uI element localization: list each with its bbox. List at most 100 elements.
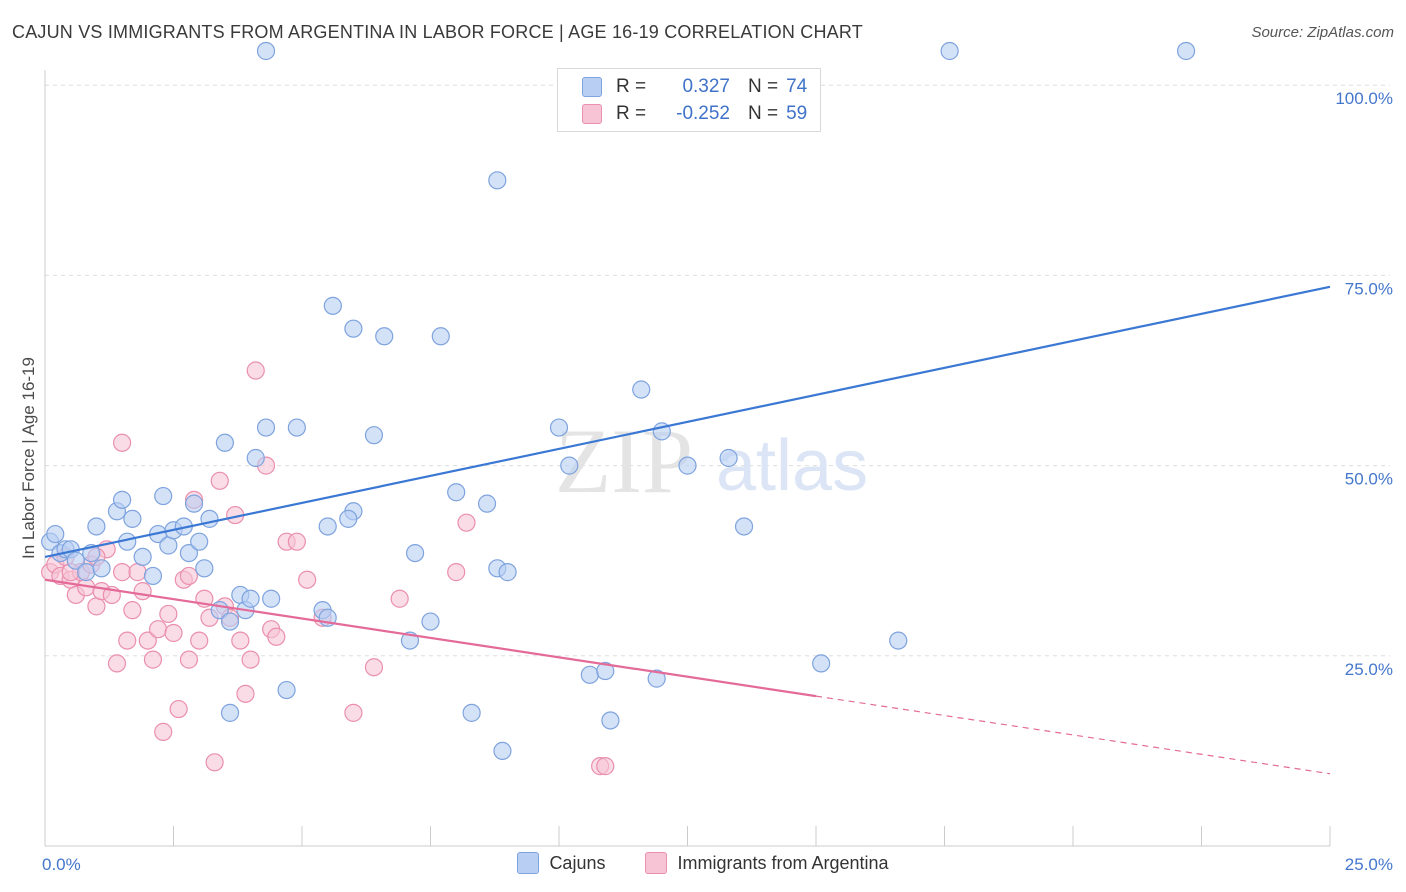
- cajun-point-18: [159, 536, 178, 555]
- cajun-point-52: [462, 703, 481, 722]
- legend-row-cajuns: R = 0.327 N = 74: [582, 74, 807, 100]
- argentina-point-33: [210, 471, 229, 490]
- cajun-point-72: [940, 41, 959, 61]
- cajun-point-53: [477, 494, 497, 513]
- argentina-point-43: [267, 627, 286, 646]
- series-cajuns: [41, 41, 1196, 761]
- argentina-point-54: [596, 757, 615, 776]
- cajun-point-34: [262, 589, 281, 608]
- argentina-point-49: [364, 658, 384, 677]
- cajun-point-50: [431, 327, 450, 346]
- legend-r-label: R =: [616, 103, 647, 124]
- argentina-point-9: [87, 597, 106, 616]
- argentina-point-37: [231, 631, 250, 650]
- legend-n-value: 74: [786, 76, 808, 97]
- watermark-zip: ZIP: [555, 410, 693, 512]
- legend-n-label: N =: [748, 76, 779, 97]
- cajun-point-44: [344, 319, 363, 338]
- cajun-point-32: [246, 448, 265, 468]
- cajun-point-31: [241, 589, 260, 608]
- legend-swatch-blue: [582, 77, 602, 97]
- cajun-point-13: [123, 509, 142, 528]
- cajun-point-43: [339, 509, 358, 528]
- cajun-point-48: [405, 543, 425, 563]
- legend-swatch-cajuns: [517, 852, 540, 874]
- y-tick-label-2: 75.0%: [1345, 279, 1393, 298]
- y-axis-label: In Labor Force | Age 16-19: [19, 357, 38, 559]
- cajun-point-6: [77, 563, 96, 582]
- cajun-point-23: [190, 532, 209, 551]
- cajun-point-41: [323, 296, 342, 315]
- argentina-point-48: [344, 703, 363, 722]
- cajun-point-5: [66, 551, 85, 570]
- argentina-point-52: [457, 513, 476, 532]
- argentina-point-24: [164, 623, 183, 643]
- argentina-point-32: [205, 753, 224, 772]
- argentina-point-16: [123, 601, 142, 620]
- cajun-trend-line: [44, 285, 1331, 558]
- cajun-point-67: [734, 517, 754, 536]
- correlation-legend: R = 0.327 N = 74 R = -0.252 N = 59: [557, 68, 821, 132]
- argentina-point-21: [148, 620, 168, 639]
- cajun-point-37: [220, 703, 240, 722]
- argentina-point-23: [159, 604, 178, 624]
- cajun-point-36: [277, 680, 296, 700]
- argentina-point-55: [112, 433, 132, 452]
- legend-n-label: N =: [748, 103, 779, 124]
- argentina-point-25: [169, 699, 188, 719]
- legend-label-argentina: Immigrants from Argentina: [677, 852, 889, 873]
- cajun-point-9: [92, 559, 111, 578]
- chart-title: CAJUN VS IMMIGRANTS FROM ARGENTINA IN LA…: [12, 22, 863, 42]
- cajun-point-71: [488, 171, 507, 190]
- argentina-point-51: [447, 563, 466, 582]
- legend-row-argentina: R = -0.252 N = 59: [582, 101, 807, 127]
- cajun-point-57: [549, 418, 569, 437]
- cajun-point-62: [632, 380, 651, 399]
- x-tick-label-0: 0.0%: [42, 855, 81, 874]
- cajun-point-25: [200, 509, 219, 528]
- legend-label-cajuns: Cajuns: [549, 852, 606, 873]
- legend-r-value: 0.327: [682, 76, 730, 97]
- cajun-point-46: [375, 327, 394, 346]
- legend-item-cajuns: Cajuns: [517, 852, 605, 874]
- argentina-point-29: [190, 631, 209, 650]
- cajun-point-49: [421, 612, 440, 631]
- series-legend: Cajuns Immigrants from Argentina: [0, 852, 1406, 874]
- cajun-point-68: [812, 654, 831, 673]
- argentina-point-22: [154, 722, 173, 741]
- cajun-point-1: [46, 524, 65, 544]
- cajun-point-56: [498, 563, 517, 582]
- legend-item-argentina: Immigrants from Argentina: [645, 852, 889, 874]
- legend-r-label: R =: [616, 76, 647, 97]
- argentina-point-14: [112, 563, 132, 582]
- cajun-point-27: [215, 433, 234, 452]
- cajun-point-63: [647, 669, 666, 688]
- legend-swatch-argentina: [645, 852, 668, 874]
- argentina-point-13: [107, 654, 127, 673]
- cajun-point-65: [678, 456, 697, 475]
- cajun-point-60: [596, 661, 615, 681]
- legend-r-value: -0.252: [676, 103, 730, 124]
- cajun-point-55: [493, 741, 512, 761]
- argentina-point-20: [143, 650, 163, 669]
- watermark-atlas: atlas: [716, 426, 868, 506]
- watermark: ZIP atlas: [555, 410, 868, 512]
- cajun-point-51: [447, 483, 466, 502]
- y-tick-label-1: 50.0%: [1345, 470, 1393, 489]
- legend-swatch-pink: [582, 104, 602, 124]
- argentina-trend-extension: [815, 695, 1331, 775]
- argentina-point-40: [246, 361, 265, 380]
- cajun-point-59: [580, 665, 599, 684]
- argentina-point-38: [236, 684, 255, 703]
- argentina-point-27: [179, 650, 199, 669]
- argentina-trend-line: [44, 578, 817, 698]
- chart-source: Source: ZipAtlas.com: [1251, 24, 1394, 41]
- cajun-point-33: [256, 418, 276, 437]
- cajun-point-17: [154, 486, 173, 506]
- y-tick-label-0: 25.0%: [1345, 660, 1393, 679]
- argentina-point-15: [118, 631, 137, 650]
- argentina-point-45: [287, 532, 306, 551]
- cajun-point-73: [1176, 41, 1196, 61]
- cajun-point-24: [195, 559, 214, 578]
